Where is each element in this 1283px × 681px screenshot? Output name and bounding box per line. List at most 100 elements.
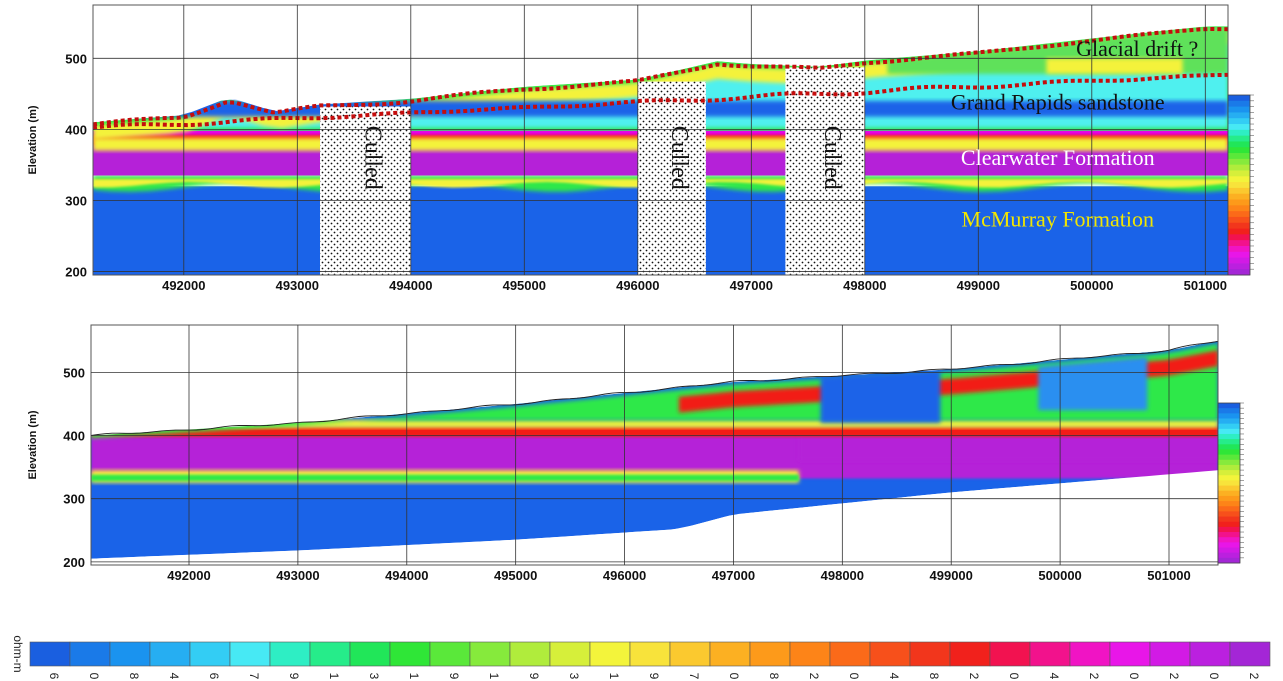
mini-scale-swatch	[1228, 124, 1250, 131]
legend-swatch	[189, 641, 231, 667]
culled-label: Culled	[819, 126, 845, 190]
legend-swatch	[989, 641, 1031, 667]
mini-scale-swatch	[1218, 449, 1240, 456]
legend-swatch	[1189, 641, 1231, 667]
x-tick-label: 494000	[385, 568, 428, 583]
mini-scale-swatch	[1228, 263, 1250, 270]
legend-tick-label: 0	[847, 673, 861, 680]
mini-scale-swatch	[1218, 470, 1240, 476]
mini-scale-swatch	[1228, 129, 1250, 137]
mini-scale-swatch	[1218, 542, 1240, 548]
legend-swatch	[389, 641, 431, 667]
mini-scale-swatch	[1228, 193, 1250, 200]
legend-swatch	[349, 641, 391, 667]
mini-scale-swatch	[1228, 228, 1250, 235]
legend-tick-label: 7	[247, 673, 261, 680]
mini-scale-swatch	[1228, 135, 1250, 142]
legend-tick-label: 9	[287, 673, 301, 680]
legend-tick-label: 9	[647, 673, 661, 680]
culled-zone	[785, 67, 865, 275]
mini-scale-swatch	[1218, 552, 1240, 559]
legend-swatch	[709, 641, 751, 667]
legend-swatch	[149, 641, 191, 667]
legend-tick-label: 0	[727, 673, 741, 680]
mini-scale-swatch	[1228, 245, 1250, 253]
mini-scale-swatch	[1218, 423, 1240, 430]
topography-line	[91, 340, 1218, 436]
x-tick-label: 493000	[276, 568, 319, 583]
y-axis-label: Elevation (m)	[27, 410, 39, 479]
y-tick-label: 500	[63, 365, 85, 380]
mini-scale-swatch	[1228, 95, 1250, 102]
culled-zone	[320, 106, 411, 275]
mini-scale-swatch	[1218, 439, 1240, 445]
legend-swatch	[1149, 641, 1191, 667]
annotation-label: Glacial drift ?	[1076, 36, 1198, 61]
mini-scale-swatch	[1218, 521, 1240, 528]
x-tick-label: 494000	[389, 278, 432, 293]
mini-scale-swatch	[1228, 187, 1250, 195]
culled-zone	[637, 81, 706, 275]
resistive-body	[1038, 357, 1148, 411]
legend-tick-label: 8	[767, 673, 781, 680]
mini-scale-swatch	[1228, 182, 1250, 189]
x-tick-label: 496000	[616, 278, 659, 293]
culled-label: Culled	[359, 126, 385, 190]
section-b	[91, 325, 1218, 565]
mini-scale-swatch	[1228, 176, 1250, 183]
drift-zone	[1046, 58, 1183, 74]
legend-swatch	[1229, 641, 1271, 667]
legend-tick-label: 9	[527, 673, 541, 680]
mini-scale-swatch	[1228, 106, 1250, 113]
mini-scale-swatch	[1228, 257, 1250, 264]
mini-scale-swatch	[1218, 490, 1240, 497]
y-tick-label: 500	[65, 51, 87, 66]
mini-scale-swatch	[1218, 547, 1240, 554]
mini-scale-swatch	[1228, 153, 1250, 160]
drift-base-line	[92, 72, 1229, 130]
x-tick-label: 493000	[276, 278, 319, 293]
legend-tick-label: 0	[1127, 673, 1141, 680]
mini-scale-swatch	[1218, 526, 1240, 533]
legend-swatch	[1069, 641, 1111, 667]
color-legend: 6 0 8 4 6 7 9 1 3 1 9 1 9 3 1 9 7 0 8 2 0 4 8 2 0 4 2 0 2 0 2 ohm-m	[11, 635, 1271, 680]
mini-scale-swatch	[1218, 403, 1240, 409]
legend-tick-label: 3	[367, 673, 381, 680]
mini-scale-swatch	[1228, 141, 1250, 148]
mini-scale-swatch	[1218, 418, 1240, 425]
legend-swatch	[469, 641, 511, 667]
legend-tick-label: 2	[967, 673, 981, 680]
legend-tick-label: 2	[807, 673, 821, 680]
mini-scale-swatch	[1218, 408, 1240, 414]
x-tick-label: 501000	[1147, 568, 1190, 583]
legend-swatch	[829, 641, 871, 667]
legend-swatch	[29, 641, 71, 667]
legend-swatch	[869, 641, 911, 667]
legend-unit-label: ohm-m	[11, 635, 25, 672]
x-tick-label: 500000	[1070, 278, 1113, 293]
y-axis-label: Elevation (m)	[27, 105, 39, 174]
mini-scale-swatch	[1228, 199, 1250, 206]
mini-scale-swatch	[1228, 222, 1250, 229]
legend-swatch	[549, 641, 591, 667]
legend-tick-label: 0	[1007, 673, 1021, 680]
mini-scale-swatch	[1228, 170, 1250, 177]
x-tick-label: 499000	[957, 278, 1000, 293]
legend-tick-label: 6	[47, 673, 61, 680]
annotation-label: Grand Rapids sandstone	[951, 89, 1165, 114]
mini-scale-swatch	[1218, 433, 1240, 440]
x-tick-label: 497000	[730, 278, 773, 293]
legend-tick-label: 2	[1247, 673, 1261, 680]
legend-swatch	[229, 641, 271, 667]
mini-scale-swatch	[1228, 147, 1250, 154]
mini-scale-swatch	[1218, 501, 1240, 507]
x-tick-label: 498000	[821, 568, 864, 583]
legend-swatch	[509, 641, 551, 667]
x-tick-label: 495000	[503, 278, 546, 293]
drift-top-line	[92, 26, 1229, 127]
sky-mask	[93, 5, 1228, 123]
y-tick-label: 300	[63, 492, 85, 507]
legend-swatch	[909, 641, 951, 667]
legend-tick-label: 4	[167, 673, 181, 680]
